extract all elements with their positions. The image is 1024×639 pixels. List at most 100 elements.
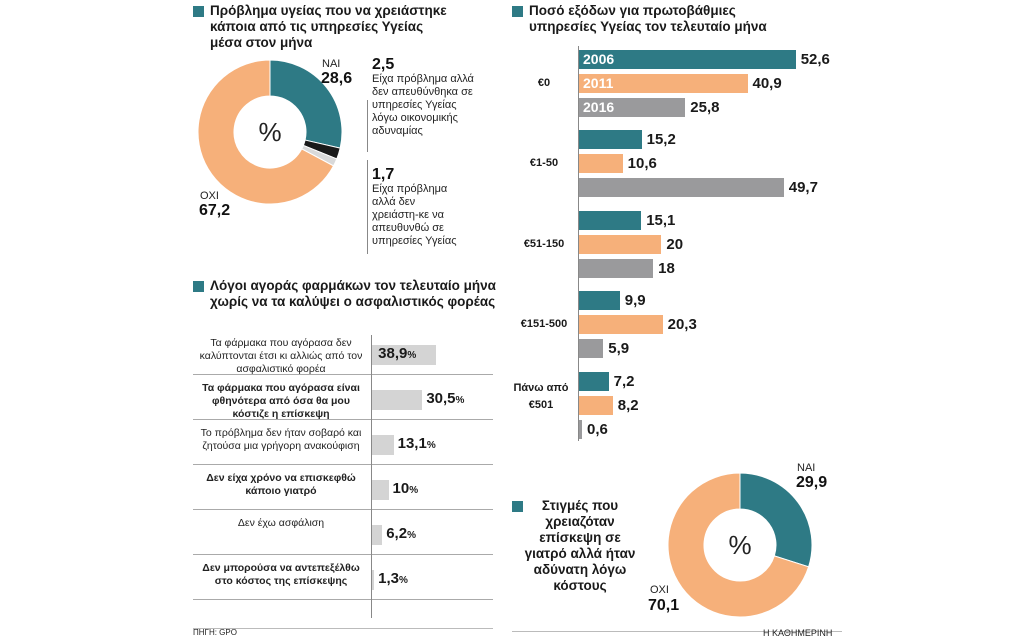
donut-slice [739, 472, 813, 568]
reason-label: Δεν μπορούσα να αντεπεξέλθω στο κόστος τ… [202, 562, 360, 587]
reason-divider [193, 599, 493, 600]
expense-bar [579, 396, 613, 415]
reason-label: Δεν είχα χρόνο να επισκεφθώ κάποιο γιατρ… [206, 472, 356, 497]
donut1-b-text: Είχα πρόβλημα αλλά δεν χρειάστη-κε να απ… [372, 183, 457, 247]
expense-category-label: Πάνω από €501 [513, 382, 569, 411]
donut-slice [197, 59, 335, 205]
reason-divider [193, 554, 493, 555]
donut-center-label: % [258, 117, 281, 147]
expense-value: 8,2 [617, 397, 639, 414]
series-year-label: 2006 [583, 51, 615, 67]
series-year-label: 2011 [583, 75, 614, 91]
expense-bar [579, 235, 662, 254]
reason-value: 10% [392, 480, 419, 497]
expense-category-label: €151-500 [520, 318, 568, 330]
reason-value: 6,2% [386, 525, 416, 542]
reason-bar [372, 435, 394, 455]
expense-value: 0,6 [587, 421, 608, 438]
brand-label: Η ΚΑΘΗΜΕΡΙΝΗ [763, 628, 833, 638]
expense-bar [579, 154, 623, 173]
reason-bar [372, 480, 389, 500]
reason-label: Τα φάρμακα που αγόρασα είναι φθηνότερα α… [202, 382, 360, 420]
donut1-title-block: Πρόβλημα υγείας που να χρειάστηκε κάποια… [193, 3, 503, 51]
expense-bar [579, 339, 604, 358]
teal-square-icon [512, 6, 523, 17]
expense-category-label: €51-150 [523, 238, 565, 250]
expense-bar [579, 130, 642, 149]
expense-value: 18 [658, 260, 675, 277]
reasons-axis [371, 335, 372, 618]
expense-value: 49,7 [788, 179, 818, 196]
reason-divider [193, 464, 493, 465]
reason-divider [193, 509, 493, 510]
expense-value: 7,2 [613, 373, 635, 390]
reason-label: Τα φάρμακα που αγόρασα δεν καλύπτονται έ… [199, 337, 363, 375]
donut1-leader-line-b [367, 160, 368, 254]
expense-bar [579, 315, 663, 334]
expense-bar [579, 74, 748, 93]
donut2-yes-label: ΝΑΙ [797, 462, 816, 474]
expense-bar [579, 50, 796, 69]
right-bottom-rule [512, 631, 842, 632]
donut2-chart: % [667, 472, 813, 618]
expense-value: 5,9 [608, 340, 630, 357]
expenses-title: Ποσό εξόδων για πρωτοβάθμιες υπηρεσίες Υ… [529, 3, 767, 34]
expense-bar [579, 98, 686, 117]
donut1-b-value: 1,7 [372, 166, 395, 183]
reasons-title: Λόγοι αγοράς φαρμάκων τον τελευταίο μήνα… [210, 278, 496, 309]
donut1-no-label: ΟΧΙ [200, 190, 219, 202]
expense-bar [579, 372, 609, 391]
expense-bar [579, 291, 620, 310]
donut1-a-value: 2,5 [372, 56, 395, 73]
teal-square-icon [193, 6, 204, 17]
reasons-title-block: Λόγοι αγοράς φαρμάκων τον τελευταίο μήνα… [193, 278, 523, 310]
expense-value: 40,9 [752, 75, 782, 92]
expense-value: 52,6 [800, 51, 830, 68]
expense-value: 25,8 [690, 99, 720, 116]
reason-value: 13,1% [397, 435, 436, 452]
donut1-yes-value: 28,6 [321, 70, 353, 87]
series-year-label: 2016 [583, 99, 615, 115]
donut1-no-value: 67,2 [199, 202, 231, 219]
donut-center-label: % [728, 530, 751, 560]
expenses-axis [578, 46, 579, 441]
expense-value: 15,1 [646, 212, 676, 229]
donut1-yes-label: ΝΑΙ [322, 58, 341, 70]
donut2-no-value: 70,1 [648, 597, 680, 614]
reason-bar [372, 525, 383, 545]
expense-value: 20 [666, 236, 684, 253]
expense-bar [579, 420, 582, 439]
reason-value: 38,9% [378, 345, 417, 362]
reason-bar [372, 345, 437, 365]
reason-label: Δεν έχω ασφάλιση [237, 517, 325, 529]
expense-bar [579, 178, 784, 197]
expense-value: 10,6 [627, 155, 657, 172]
expense-value: 9,9 [624, 292, 646, 309]
reason-bar [372, 390, 423, 410]
expenses-title-block: Ποσό εξόδων για πρωτοβάθμιες υπηρεσίες Υ… [512, 3, 842, 35]
donut-slice [269, 59, 343, 149]
reason-label: Το πρόβλημα δεν ήταν σοβαρό και ζητούσα … [200, 427, 362, 452]
expense-bar [579, 259, 654, 278]
donut1-title: Πρόβλημα υγείας που να χρειάστηκε κάποια… [210, 3, 447, 50]
donut2-title-block [512, 498, 642, 512]
donut2-yes-value: 29,9 [796, 474, 828, 491]
expense-bar [579, 211, 642, 230]
reason-bar [372, 570, 375, 590]
donut1-leader-line-a [367, 100, 368, 152]
expense-value: 20,3 [667, 316, 697, 333]
donut2-title: Στιγμές που χρειαζόταν επίσκεψη σε γιατρ… [524, 498, 636, 593]
reasons-bottom-rule [193, 628, 493, 629]
reason-divider [193, 419, 493, 420]
donut1-chart: % [197, 59, 343, 205]
donut2-no-label: ΟΧΙ [650, 584, 669, 596]
reason-divider [193, 374, 493, 375]
source-note: ΠΗΓΗ: GPO [193, 628, 237, 637]
donut-slice [667, 472, 810, 618]
expense-category-label: €1-50 [529, 157, 559, 169]
teal-square-icon [193, 281, 204, 292]
donut1-a-text: Είχα πρόβλημα αλλά δεν απευθύνθηκα σε υπ… [372, 73, 474, 137]
reason-value: 30,5% [426, 390, 465, 407]
teal-square-icon [512, 501, 523, 512]
expense-category-label: €0 [537, 77, 551, 89]
